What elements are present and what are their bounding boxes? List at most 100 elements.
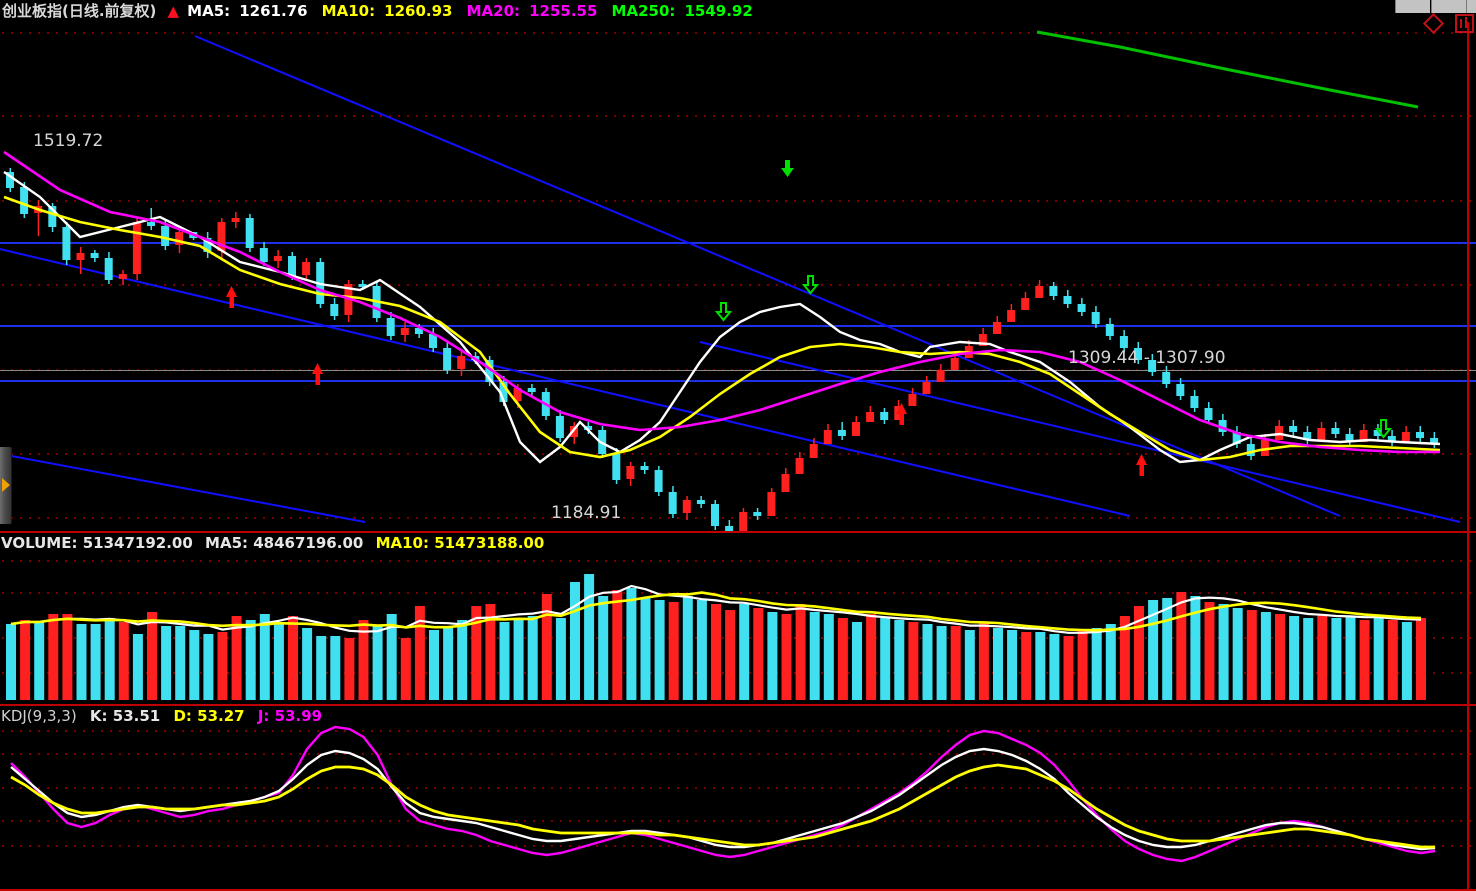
- kdj-gridline: [299, 820, 301, 822]
- kdj-gridline: [1064, 730, 1066, 732]
- volume-bar: [922, 624, 933, 700]
- kdj-gridline: [668, 753, 670, 755]
- price-gridline: [569, 453, 571, 455]
- instrument-name[interactable]: 创业板指(日线.前复权): [2, 2, 157, 20]
- volume-panel[interactable]: [0, 532, 1476, 705]
- window-controls[interactable]: [1356, 0, 1476, 14]
- volume-gridline: [1046, 637, 1048, 639]
- price-gridline: [407, 453, 409, 455]
- kdj-gridline: [29, 845, 31, 847]
- kdj-gridline: [911, 753, 913, 755]
- kdj-gridline: [506, 753, 508, 755]
- price-gridline: [533, 115, 535, 117]
- price-gridline: [389, 200, 391, 202]
- candle-body: [414, 328, 423, 334]
- diamond-icon[interactable]: [1422, 12, 1445, 35]
- price-gridline: [461, 32, 463, 34]
- kdj-gridline: [1109, 730, 1111, 732]
- kdj-gridline: [650, 730, 652, 732]
- kdj-gridline: [317, 753, 319, 755]
- volume-gridline: [389, 560, 391, 562]
- volume-bar: [795, 604, 806, 700]
- kdj-gridline: [470, 787, 472, 789]
- candle-body: [104, 258, 113, 280]
- price-panel[interactable]: [0, 22, 1476, 532]
- price-gridline: [1289, 517, 1291, 519]
- price-gridline: [1280, 453, 1282, 455]
- kdj-gridline: [488, 753, 490, 755]
- kdj-gridline: [1460, 845, 1462, 847]
- volume-chart-canvas[interactable]: [0, 532, 1476, 705]
- price-gridline: [560, 32, 562, 34]
- price-gridline: [785, 32, 787, 34]
- expand-panel-handle[interactable]: [0, 447, 12, 524]
- volume-gridline: [785, 592, 787, 594]
- close-button[interactable]: [1466, 0, 1476, 13]
- kdj-gridline: [911, 787, 913, 789]
- volume-gridline: [1163, 592, 1165, 594]
- kdj-gridline: [83, 730, 85, 732]
- volume-gridline: [101, 560, 103, 562]
- price-gridline: [281, 115, 283, 117]
- price-gridline: [92, 453, 94, 455]
- price-gridline: [200, 32, 202, 34]
- kdj-gridline: [479, 787, 481, 789]
- kdj-gridline: [1397, 730, 1399, 732]
- price-gridline: [1253, 115, 1255, 117]
- kdj-gridline: [38, 730, 40, 732]
- chart-toggle-icon[interactable]: [1455, 14, 1474, 33]
- volume-bar: [203, 634, 214, 700]
- kdj-gridline: [839, 730, 841, 732]
- kdj-gridline: [20, 845, 22, 847]
- price-chart-canvas[interactable]: [0, 22, 1476, 532]
- candle-body: [570, 426, 578, 437]
- price-gridline: [911, 284, 913, 286]
- chart-tool-icons[interactable]: [1422, 12, 1474, 35]
- kdj-gridline: [533, 845, 535, 847]
- price-gridline: [1244, 115, 1246, 117]
- kdj-panel[interactable]: [0, 705, 1476, 891]
- minimize-button[interactable]: [1395, 0, 1430, 13]
- maximize-button[interactable]: [1431, 0, 1466, 13]
- volume-gridline: [605, 560, 607, 562]
- kdj-gridline: [1019, 753, 1021, 755]
- price-gridline: [560, 115, 562, 117]
- volume-gridline: [1163, 560, 1165, 562]
- price-gridline: [110, 32, 112, 34]
- price-gridline: [902, 284, 904, 286]
- candle-wick: [1405, 426, 1407, 432]
- price-gridline: [695, 453, 697, 455]
- volume-gridline: [1100, 592, 1102, 594]
- kdj-gridline: [1361, 730, 1363, 732]
- volume-bar: [1218, 604, 1229, 700]
- kdj-gridline: [803, 820, 805, 822]
- volume-bar: [1416, 618, 1426, 700]
- price-gridline: [182, 32, 184, 34]
- support-line[interactable]: [0, 242, 1476, 244]
- volume-gridline: [974, 592, 976, 594]
- volume-gridline: [434, 592, 436, 594]
- ma5-line: [3, 171, 1441, 464]
- price-gridline: [1388, 284, 1390, 286]
- price-gridline: [1073, 200, 1075, 202]
- volume-gridline: [848, 592, 850, 594]
- volume-gridline: [686, 560, 688, 562]
- volume-gridline: [344, 592, 346, 594]
- price-gridline: [947, 200, 949, 202]
- price-gridline: [524, 284, 526, 286]
- kdj-gridline: [1370, 753, 1372, 755]
- volume-gridline: [443, 592, 445, 594]
- kdj-gridline: [263, 845, 265, 847]
- kdj-gridline: [1019, 787, 1021, 789]
- price-gridline: [1163, 200, 1165, 202]
- price-gridline: [416, 517, 418, 519]
- kdj-gridline: [389, 820, 391, 822]
- price-gridline: [1154, 453, 1156, 455]
- volume-gridline: [1406, 560, 1408, 562]
- kdj-name-label: KDJ(9,3,3): [1, 707, 77, 725]
- kdj-chart-canvas[interactable]: [0, 705, 1476, 891]
- kdj-gridline: [1190, 820, 1192, 822]
- volume-gridline: [182, 560, 184, 562]
- kdj-gridline: [1280, 845, 1282, 847]
- support-line[interactable]: [0, 325, 1476, 327]
